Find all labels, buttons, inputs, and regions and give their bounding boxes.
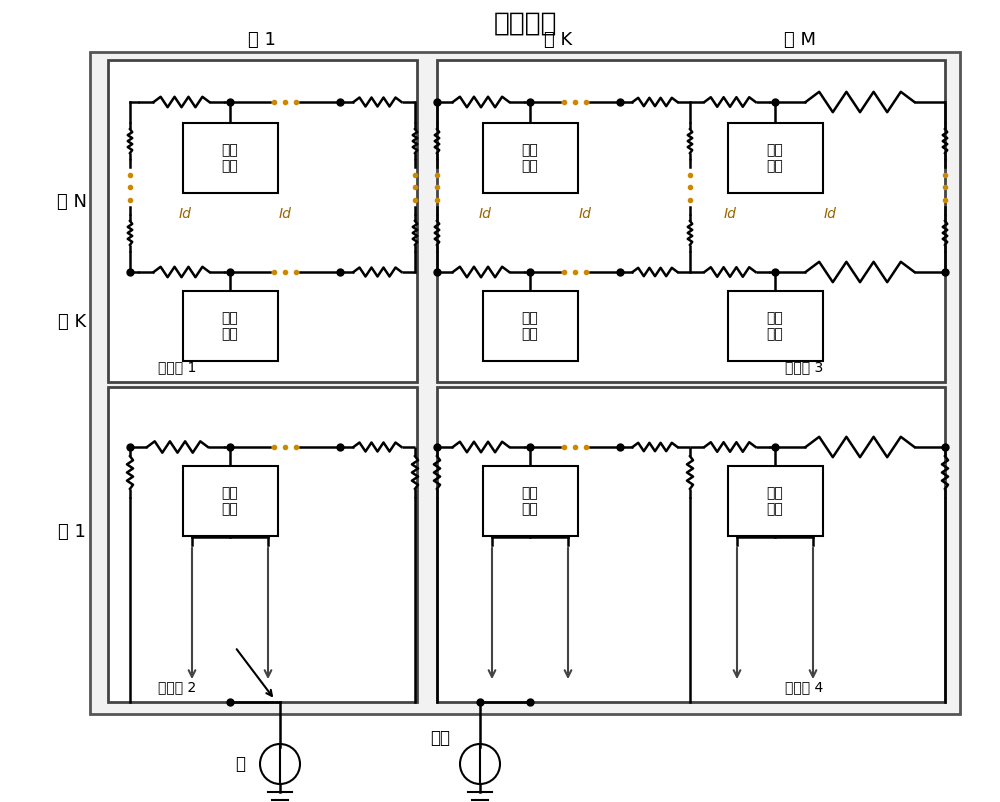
Bar xyxy=(437,387,945,702)
Text: 列 K: 列 K xyxy=(544,31,572,49)
Text: Id: Id xyxy=(479,207,491,221)
Bar xyxy=(728,466,822,536)
Text: 单元
电路: 单元 电路 xyxy=(767,486,783,516)
Text: 行 N: 行 N xyxy=(57,193,87,211)
Text: 单元
电路: 单元 电路 xyxy=(767,143,783,173)
Text: 列 1: 列 1 xyxy=(248,31,276,49)
Text: 电源: 电源 xyxy=(430,729,450,747)
Bar xyxy=(728,123,822,193)
Text: 行 1: 行 1 xyxy=(58,523,86,541)
Bar xyxy=(90,52,960,714)
Text: 地: 地 xyxy=(235,755,245,773)
Text: 列 M: 列 M xyxy=(784,31,816,49)
Text: Id: Id xyxy=(824,207,836,221)
Bar xyxy=(182,466,278,536)
Bar xyxy=(437,60,945,382)
Bar xyxy=(728,291,822,361)
Text: 子区域 2: 子区域 2 xyxy=(158,680,196,694)
Text: 单元
电路: 单元 电路 xyxy=(222,311,238,341)
Text: 单元
电路: 单元 电路 xyxy=(222,486,238,516)
Bar xyxy=(108,60,417,382)
Text: Id: Id xyxy=(179,207,191,221)
Text: 单元
电路: 单元 电路 xyxy=(222,143,238,173)
Bar xyxy=(108,387,417,702)
Text: 单元
电路: 单元 电路 xyxy=(522,143,538,173)
Text: 单元
电路: 单元 电路 xyxy=(767,311,783,341)
Text: 子区域 1: 子区域 1 xyxy=(158,360,196,374)
Text: Id: Id xyxy=(579,207,591,221)
Bar xyxy=(182,123,278,193)
Text: 子区域 4: 子区域 4 xyxy=(785,680,823,694)
Text: Id: Id xyxy=(724,207,736,221)
Bar xyxy=(482,123,578,193)
Bar xyxy=(482,466,578,536)
Bar xyxy=(482,291,578,361)
Text: 单元
电路: 单元 电路 xyxy=(522,311,538,341)
Text: 阵列电路: 阵列电路 xyxy=(493,11,557,37)
Text: 单元
电路: 单元 电路 xyxy=(522,486,538,516)
Text: 行 K: 行 K xyxy=(58,313,86,331)
Text: Id: Id xyxy=(279,207,291,221)
Text: 子区域 3: 子区域 3 xyxy=(785,360,823,374)
Bar xyxy=(182,291,278,361)
